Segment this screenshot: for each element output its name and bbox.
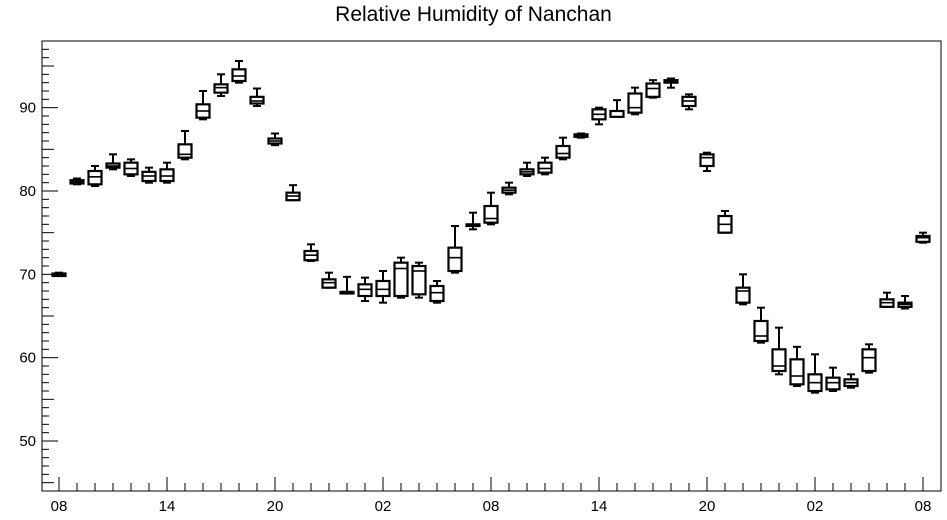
x-tick-label: 08 <box>483 498 500 515</box>
box-item <box>177 130 193 161</box>
box-item <box>411 261 427 299</box>
x-tick-label: 14 <box>159 498 176 515</box>
plot-frame <box>41 40 942 492</box>
box-item <box>501 181 517 196</box>
x-axis: 08 14 20 02 08 14 20 02 08 <box>51 477 932 515</box>
box-item <box>213 73 229 97</box>
box-body <box>249 95 265 105</box>
y-axis: 50 60 70 80 90 <box>19 40 58 492</box>
x-tick-label: 02 <box>375 498 392 515</box>
box-body <box>231 68 247 83</box>
y-tick-label: 60 <box>19 350 36 367</box>
box-item <box>159 161 175 184</box>
x-tick-label: 02 <box>807 498 824 515</box>
box-body <box>357 283 373 298</box>
box-item <box>537 156 553 176</box>
box-item <box>663 77 679 89</box>
box-item <box>51 271 67 278</box>
box-body <box>429 284 445 303</box>
box-item <box>825 366 841 392</box>
box-body <box>789 358 805 386</box>
box-item <box>915 231 931 244</box>
box-item <box>807 353 823 394</box>
x-tick-label: 20 <box>699 498 716 515</box>
box-series <box>51 60 931 394</box>
box-body <box>447 246 463 273</box>
x-tick-label: 08 <box>915 498 932 515</box>
box-body <box>861 348 877 373</box>
box-body <box>555 144 571 159</box>
box-item <box>573 132 589 139</box>
box-item <box>267 132 283 147</box>
y-tick-label: 90 <box>19 100 36 117</box>
box-body <box>87 169 103 186</box>
box-body <box>753 319 769 343</box>
box-body <box>771 348 787 373</box>
box-item <box>771 326 787 376</box>
box-item <box>645 79 661 99</box>
box-item <box>303 243 319 262</box>
box-item <box>897 295 913 310</box>
box-body <box>645 82 661 98</box>
box-item <box>555 136 571 161</box>
box-item <box>627 86 643 116</box>
box-item <box>447 225 463 274</box>
box-item <box>375 270 391 304</box>
box-body <box>411 264 427 296</box>
box-item <box>519 161 535 177</box>
box-item <box>393 256 409 299</box>
box-item <box>699 151 715 172</box>
box-item <box>681 93 697 111</box>
box-item <box>141 166 157 184</box>
box-body <box>825 376 841 391</box>
box-item <box>717 210 733 234</box>
y-tick-label: 50 <box>19 433 36 450</box>
box-body <box>375 279 391 298</box>
box-item <box>357 276 373 302</box>
box-item <box>429 280 445 304</box>
box-item <box>285 184 301 202</box>
box-item <box>321 271 337 289</box>
x-tick-label: 08 <box>51 498 68 515</box>
box-item <box>879 291 895 308</box>
box-item <box>789 345 805 387</box>
box-body <box>915 234 931 243</box>
box-body <box>321 278 337 289</box>
y-tick-label: 70 <box>19 266 36 283</box>
box-item <box>123 158 139 177</box>
x-tick-label: 14 <box>591 498 608 515</box>
box-item <box>735 273 751 306</box>
box-body <box>699 153 715 168</box>
box-item <box>861 343 877 374</box>
box-body <box>609 109 625 118</box>
box-item <box>339 275 355 295</box>
box-body <box>627 92 643 114</box>
box-item <box>105 153 121 171</box>
box-item <box>591 106 607 126</box>
box-item <box>465 211 481 231</box>
x-tick-label: 20 <box>267 498 284 515</box>
box-body <box>537 161 553 174</box>
box-item <box>753 306 769 344</box>
box-item <box>231 60 247 84</box>
box-item <box>195 90 211 121</box>
box-item <box>843 373 859 389</box>
box-body <box>159 168 175 183</box>
plot-border <box>41 40 942 492</box>
box-body <box>483 204 499 224</box>
box-body <box>735 286 751 304</box>
box-item <box>483 191 499 226</box>
box-item <box>69 177 85 186</box>
y-tick-label: 80 <box>19 183 36 200</box>
box-item <box>87 165 103 187</box>
box-body <box>177 143 193 159</box>
box-body <box>393 261 409 298</box>
box-item <box>249 87 265 107</box>
box-item <box>609 99 625 118</box>
chart-title: Relative Humidity of Nanchan <box>335 3 612 26</box>
box-body <box>213 83 229 94</box>
